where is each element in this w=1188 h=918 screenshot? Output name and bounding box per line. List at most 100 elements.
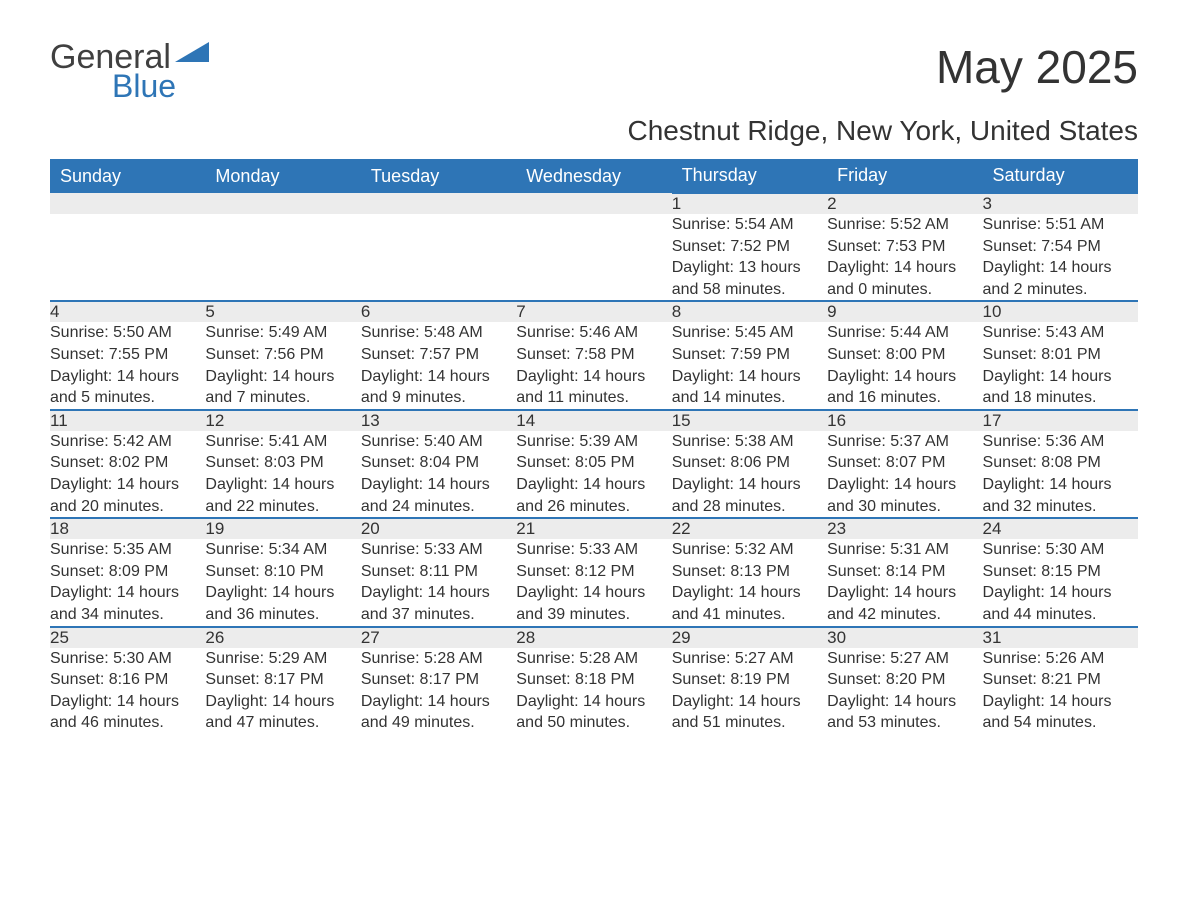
sunrise-line: Sunrise: 5:30 AM: [50, 648, 205, 670]
day-number: 20: [361, 518, 516, 539]
day-info: Sunrise: 5:27 AMSunset: 8:20 PMDaylight:…: [827, 648, 982, 742]
sunset-line: Sunset: 7:58 PM: [516, 344, 671, 366]
day-number: 16: [827, 410, 982, 431]
daylight-line: Daylight: 14 hours and 5 minutes.: [50, 366, 205, 409]
daylight-line: Daylight: 14 hours and 18 minutes.: [983, 366, 1138, 409]
sunrise-line: Sunrise: 5:44 AM: [827, 322, 982, 344]
sunset-line: Sunset: 8:01 PM: [983, 344, 1138, 366]
sunset-line: Sunset: 7:57 PM: [361, 344, 516, 366]
day-number: 17: [983, 410, 1138, 431]
daylight-line: Daylight: 14 hours and 41 minutes.: [672, 582, 827, 625]
sunset-line: Sunset: 8:03 PM: [205, 452, 360, 474]
daylight-line: Daylight: 14 hours and 49 minutes.: [361, 691, 516, 734]
daylight-line: Daylight: 14 hours and 14 minutes.: [672, 366, 827, 409]
daylight-line: Daylight: 14 hours and 36 minutes.: [205, 582, 360, 625]
sunrise-line: Sunrise: 5:26 AM: [983, 648, 1138, 670]
weekday-header: Sunday: [50, 159, 205, 193]
calendar-body: 12 3 Sunrise: 5:54 AMSunset: 7:52 PMDaylig…: [50, 193, 1138, 742]
sunset-line: Sunset: 8:09 PM: [50, 561, 205, 583]
day-number: 12: [205, 410, 360, 431]
day-number: 5: [205, 301, 360, 322]
weekday-header: Friday: [827, 159, 982, 193]
daylight-line: Daylight: 14 hours and 53 minutes.: [827, 691, 982, 734]
day-info: Sunrise: 5:54 AMSunset: 7:52 PMDaylight:…: [672, 214, 827, 301]
brand-triangle-icon: [175, 40, 211, 66]
day-info-row: Sunrise: 5:30 AMSunset: 8:16 PMDaylight:…: [50, 648, 1138, 742]
day-info: Sunrise: 5:49 AMSunset: 7:56 PMDaylight:…: [205, 322, 360, 409]
sunrise-line: Sunrise: 5:45 AM: [672, 322, 827, 344]
day-info: Sunrise: 5:26 AMSunset: 8:21 PMDaylight:…: [983, 648, 1138, 742]
sunset-line: Sunset: 7:55 PM: [50, 344, 205, 366]
daylight-line: Daylight: 14 hours and 46 minutes.: [50, 691, 205, 734]
day-info: Sunrise: 5:41 AMSunset: 8:03 PMDaylight:…: [205, 431, 360, 518]
day-info: Sunrise: 5:33 AMSunset: 8:12 PMDaylight:…: [516, 539, 671, 626]
day-info: Sunrise: 5:51 AMSunset: 7:54 PMDaylight:…: [983, 214, 1138, 301]
sunrise-line: Sunrise: 5:43 AM: [983, 322, 1138, 344]
day-number: 29: [672, 627, 827, 648]
sunrise-line: Sunrise: 5:28 AM: [516, 648, 671, 670]
daylight-line: Daylight: 14 hours and 50 minutes.: [516, 691, 671, 734]
sunrise-line: Sunrise: 5:27 AM: [827, 648, 982, 670]
sunset-line: Sunset: 8:10 PM: [205, 561, 360, 583]
calendar-table: SundayMondayTuesdayWednesdayThursdayFrid…: [50, 159, 1138, 742]
daylight-line: Daylight: 14 hours and 2 minutes.: [983, 257, 1138, 300]
daylight-line: Daylight: 14 hours and 44 minutes.: [983, 582, 1138, 625]
day-number: 26: [205, 627, 360, 648]
day-number: 4: [50, 301, 205, 322]
daylight-line: Daylight: 14 hours and 34 minutes.: [50, 582, 205, 625]
empty-day-info: [50, 214, 205, 301]
sunset-line: Sunset: 7:54 PM: [983, 236, 1138, 258]
sunrise-line: Sunrise: 5:34 AM: [205, 539, 360, 561]
day-info: Sunrise: 5:36 AMSunset: 8:08 PMDaylight:…: [983, 431, 1138, 518]
sunrise-line: Sunrise: 5:42 AM: [50, 431, 205, 453]
day-info: Sunrise: 5:43 AMSunset: 8:01 PMDaylight:…: [983, 322, 1138, 409]
daylight-line: Daylight: 14 hours and 39 minutes.: [516, 582, 671, 625]
day-info: Sunrise: 5:37 AMSunset: 8:07 PMDaylight:…: [827, 431, 982, 518]
weekday-header: Monday: [205, 159, 360, 193]
sunrise-line: Sunrise: 5:32 AM: [672, 539, 827, 561]
day-number: 1: [672, 193, 827, 214]
day-info: Sunrise: 5:48 AMSunset: 7:57 PMDaylight:…: [361, 322, 516, 409]
sunset-line: Sunset: 8:21 PM: [983, 669, 1138, 691]
sunset-line: Sunset: 8:14 PM: [827, 561, 982, 583]
sunset-line: Sunset: 8:02 PM: [50, 452, 205, 474]
day-info: Sunrise: 5:46 AMSunset: 7:58 PMDaylight:…: [516, 322, 671, 409]
sunrise-line: Sunrise: 5:36 AM: [983, 431, 1138, 453]
day-number: 27: [361, 627, 516, 648]
sunrise-line: Sunrise: 5:49 AM: [205, 322, 360, 344]
daylight-line: Daylight: 14 hours and 26 minutes.: [516, 474, 671, 517]
sunrise-line: Sunrise: 5:54 AM: [672, 214, 827, 236]
daylight-line: Daylight: 14 hours and 0 minutes.: [827, 257, 982, 300]
sunset-line: Sunset: 7:53 PM: [827, 236, 982, 258]
sunset-line: Sunset: 8:06 PM: [672, 452, 827, 474]
sunset-line: Sunset: 8:20 PM: [827, 669, 982, 691]
day-number: 15: [672, 410, 827, 431]
day-info: Sunrise: 5:45 AMSunset: 7:59 PMDaylight:…: [672, 322, 827, 409]
daylight-line: Daylight: 14 hours and 54 minutes.: [983, 691, 1138, 734]
day-number: 10: [983, 301, 1138, 322]
sunset-line: Sunset: 8:15 PM: [983, 561, 1138, 583]
day-number: 8: [672, 301, 827, 322]
day-number: 28: [516, 627, 671, 648]
sunrise-line: Sunrise: 5:48 AM: [361, 322, 516, 344]
location-subtitle: Chestnut Ridge, New York, United States: [50, 115, 1138, 147]
sunset-line: Sunset: 8:17 PM: [205, 669, 360, 691]
sunrise-line: Sunrise: 5:35 AM: [50, 539, 205, 561]
daylight-line: Daylight: 14 hours and 28 minutes.: [672, 474, 827, 517]
daylight-line: Daylight: 14 hours and 22 minutes.: [205, 474, 360, 517]
daylight-line: Daylight: 14 hours and 47 minutes.: [205, 691, 360, 734]
weekday-header: Saturday: [983, 159, 1138, 193]
sunrise-line: Sunrise: 5:39 AM: [516, 431, 671, 453]
daylight-line: Daylight: 14 hours and 24 minutes.: [361, 474, 516, 517]
daylight-line: Daylight: 13 hours and 58 minutes.: [672, 257, 827, 300]
daylight-line: Daylight: 14 hours and 20 minutes.: [50, 474, 205, 517]
day-number: 18: [50, 518, 205, 539]
daylight-line: Daylight: 14 hours and 51 minutes.: [672, 691, 827, 734]
sunset-line: Sunset: 8:07 PM: [827, 452, 982, 474]
day-number: 3: [983, 193, 1138, 214]
day-number: 25: [50, 627, 205, 648]
sunset-line: Sunset: 8:19 PM: [672, 669, 827, 691]
empty-day-info: [361, 214, 516, 301]
sunset-line: Sunset: 8:12 PM: [516, 561, 671, 583]
day-info: Sunrise: 5:44 AMSunset: 8:00 PMDaylight:…: [827, 322, 982, 409]
